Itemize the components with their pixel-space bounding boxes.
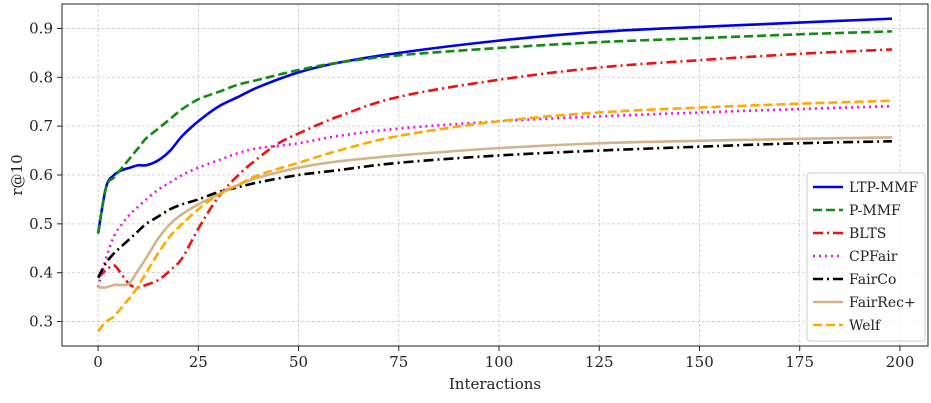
series-line-fairrec- [98, 136, 892, 289]
legend-label: CPFair [849, 249, 898, 265]
x-axis-ticks: 0 25 50 75 100 125 150 175 200 [93, 346, 914, 371]
x-tick-label: 0 [93, 353, 103, 371]
x-axis-label: Interactions [449, 375, 541, 393]
series-line-blts [97, 48, 892, 289]
y-axis-ticks: 0.3 0.4 0.5 0.6 0.7 0.8 0.9 [29, 19, 62, 331]
y-tick-label: 0.7 [29, 117, 53, 135]
legend-label: P-MMF [849, 203, 901, 219]
x-tick-label: 75 [389, 353, 408, 371]
plot-series [96, 17, 892, 333]
series-line-ltp-mmf [96, 17, 892, 234]
y-axis-label: r@10 [8, 154, 26, 195]
legend-label: BLTS [849, 226, 886, 242]
y-tick-label: 0.4 [29, 264, 53, 282]
series-line-cpfair [96, 104, 892, 288]
legend: LTP-MMF P-MMF BLTS CPFair FairCo FairRec+ Welf [806, 172, 926, 342]
x-tick-label: 175 [785, 353, 814, 371]
legend-box [806, 172, 926, 342]
series-line-fairco [96, 139, 892, 279]
y-tick-label: 0.8 [29, 68, 53, 86]
y-tick-label: 0.6 [29, 166, 53, 184]
legend-label: FairRec+ [849, 295, 916, 311]
legend-label: LTP-MMF [849, 180, 919, 196]
y-tick-label: 0.3 [29, 313, 53, 331]
x-tick-label: 100 [485, 353, 514, 371]
legend-label: FairCo [849, 272, 896, 288]
y-tick-label: 0.9 [29, 19, 53, 37]
grid [62, 4, 928, 346]
y-tick-label: 0.5 [29, 215, 53, 233]
x-tick-label: 50 [289, 353, 308, 371]
x-tick-label: 125 [585, 353, 614, 371]
series-line-welf [97, 99, 892, 333]
series-line-p-mmf [96, 30, 892, 234]
legend-label: Welf [849, 318, 882, 334]
x-tick-label: 150 [685, 353, 714, 371]
x-tick-label: 200 [886, 353, 915, 371]
x-tick-label: 25 [189, 353, 208, 371]
